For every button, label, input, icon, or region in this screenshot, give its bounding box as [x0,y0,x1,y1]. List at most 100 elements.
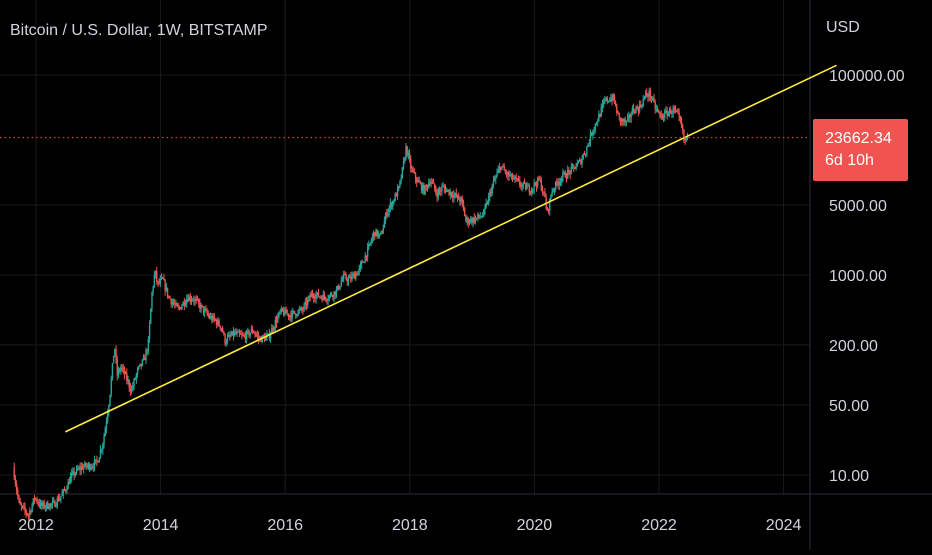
candle-body [435,189,437,194]
candle-body [54,500,56,507]
candle-body [365,255,368,258]
candle-body [677,111,679,113]
candle-body [207,313,209,316]
candle-body [599,114,601,117]
candle-body [399,180,401,186]
candle-body [215,320,218,325]
candle-body [569,170,571,174]
candle-body [363,262,365,264]
candle-body [117,369,120,376]
candle-body [297,310,299,316]
candle-body [31,504,33,512]
candle-body [229,335,231,337]
candle-body [316,292,319,295]
candle-body [366,247,369,258]
candle-body [315,294,317,299]
candle-body [653,97,655,102]
candle-body [344,274,346,276]
candle-body [353,273,356,279]
candle-body [647,95,649,97]
candle-body [447,189,449,191]
candle-body [598,114,600,122]
candle-body [311,293,314,296]
candle-body [97,461,99,463]
candle-body [141,359,144,366]
candle-body [21,505,24,507]
candle-body [122,368,124,370]
candle-body [674,109,677,111]
x-tick-label: 2018 [392,517,428,534]
candle-body [634,111,636,114]
candle-body [612,94,614,101]
candle-body [659,112,661,115]
candle-body [223,332,225,335]
candle-body [469,218,472,222]
candle-body [546,207,549,210]
candle-body [112,355,115,364]
candle-body [575,166,577,169]
candle-body [281,308,284,311]
candle-body [286,313,289,315]
candle-body [140,363,142,366]
candle-body [593,129,595,132]
candle-body [164,280,166,291]
candle-body [430,182,432,185]
candle-body [310,293,313,298]
candle-body [629,115,631,118]
y-tick-label: 100000.00 [829,68,905,85]
candle-body [254,333,256,335]
candle-body [59,498,61,501]
candle-body [224,334,226,344]
candle-body [302,309,304,311]
candle-body [525,183,527,190]
candle-body [66,489,68,491]
candle-body [275,319,278,323]
candle-body [558,181,561,186]
candle-body [384,213,387,221]
candle-body [356,273,358,276]
candle-body [492,180,495,186]
candle-body [475,217,478,219]
candle-body [563,172,565,174]
candle-body [346,279,348,282]
candle-body [493,179,496,181]
candle-body [405,146,407,160]
candle-body [670,109,672,114]
candle-body [248,330,250,336]
candle-body [211,316,213,321]
candle-body [513,178,515,180]
candle-body [515,177,517,179]
candle-body [641,105,643,107]
candle-body [460,197,462,202]
candle-body [319,296,321,298]
candle-body [508,172,510,176]
candle-body [559,181,562,183]
candle-body [565,177,568,179]
candle-body [30,510,32,512]
candle-body [108,405,110,414]
candle-body [624,119,626,123]
candle-body [341,278,344,282]
candle-body [176,303,178,307]
candle-body [457,195,460,200]
candle-body [588,142,590,145]
candle-body [498,167,501,170]
candle-body [165,287,168,291]
candle-body [652,97,654,100]
candle-body [673,107,676,110]
candle-body [350,276,352,280]
candle-body [426,185,429,188]
candle-body [561,177,563,182]
candle-body [535,184,538,187]
candle-body [152,286,154,293]
candle-body [632,108,635,112]
candle-body [640,104,642,106]
candle-body [553,189,556,191]
candle-body [440,190,442,192]
candle-body [650,96,653,100]
candle-body [86,465,88,467]
candle-body [504,170,507,173]
candle-body [514,177,516,179]
